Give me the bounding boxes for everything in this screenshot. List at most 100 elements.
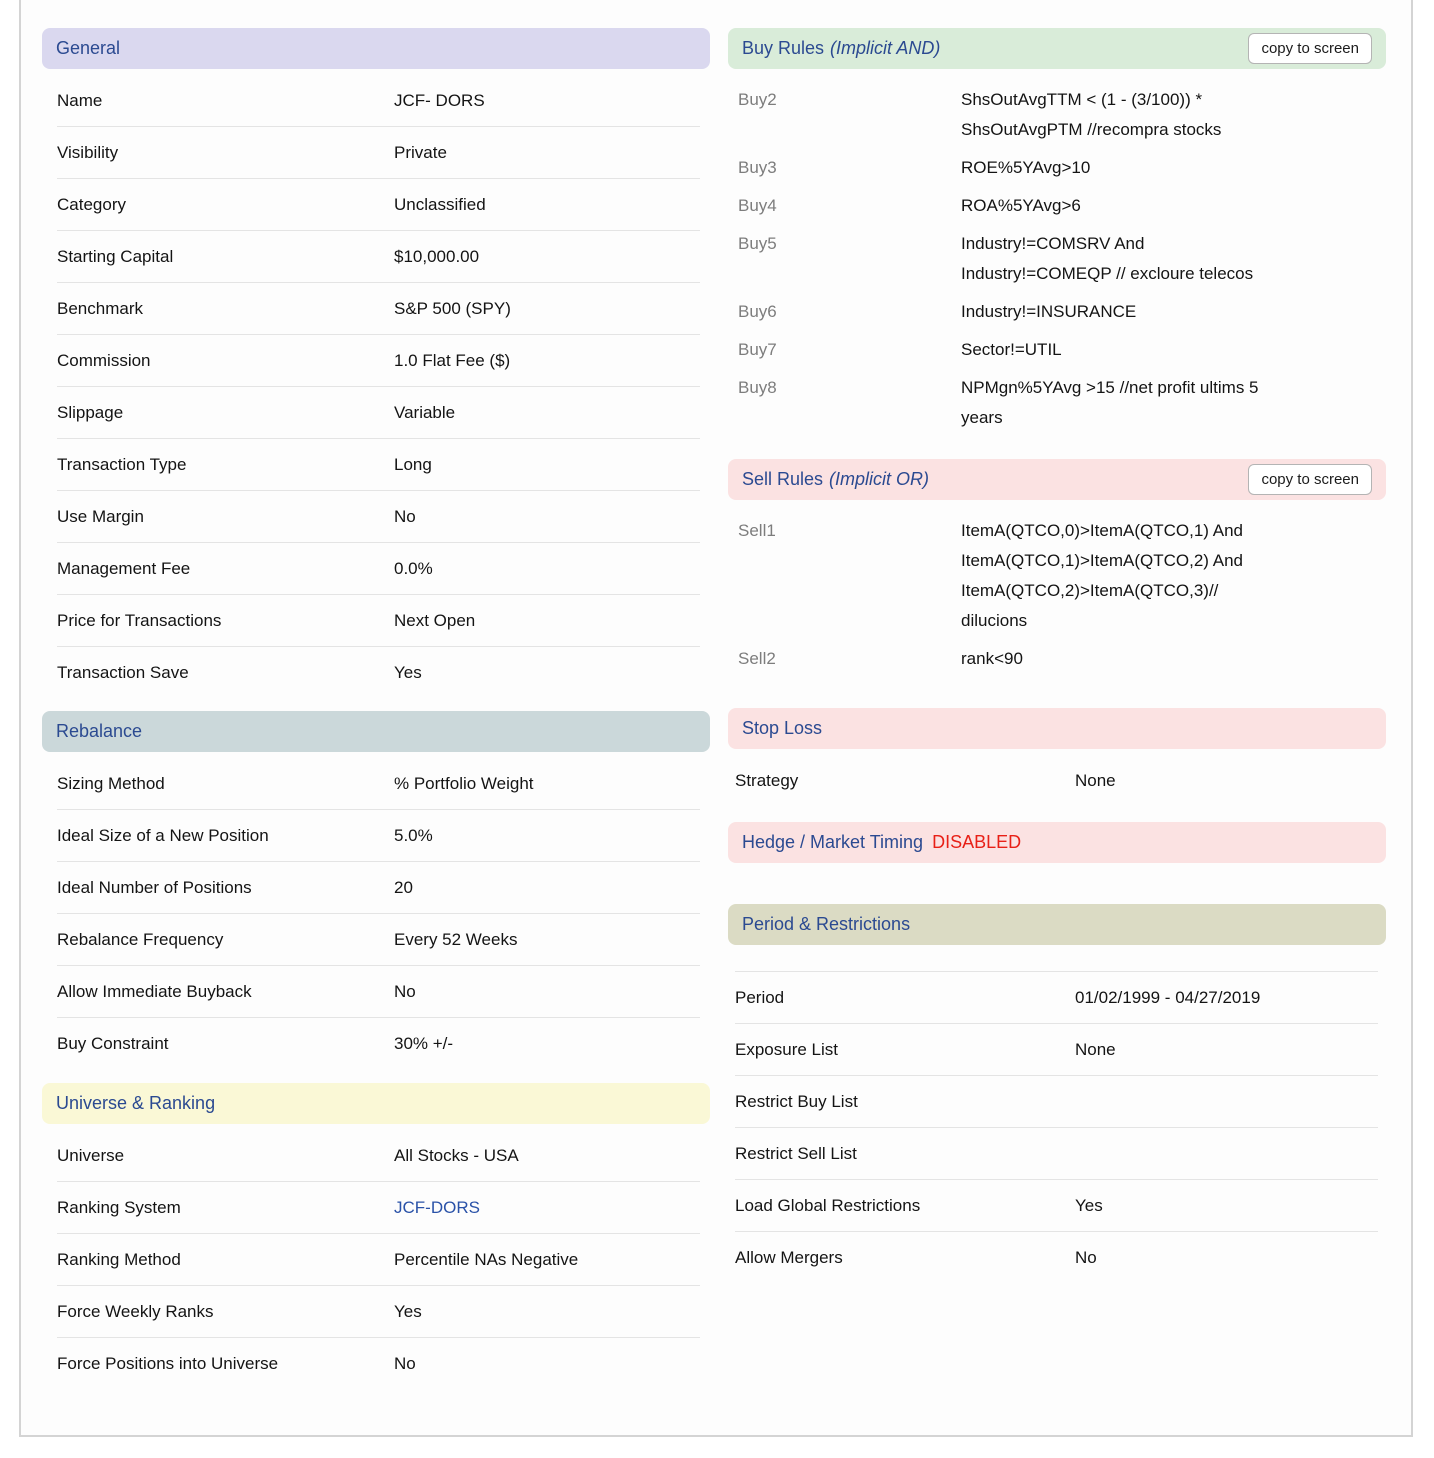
general-section-title-group: General (56, 38, 120, 59)
table-row: Ideal Size of a New Position 5.0% (57, 810, 700, 862)
hedge-market-timing-section-header: Hedge / Market Timing DISABLED (728, 822, 1386, 863)
row-value: None (1075, 771, 1116, 790)
hedge-title-group: Hedge / Market Timing DISABLED (742, 832, 1021, 853)
row-value: Unclassified (394, 194, 486, 214)
table-row: Restrict Sell List (735, 1127, 1378, 1179)
rebalance-section-title: Rebalance (56, 721, 143, 741)
row-value: S&P 500 (SPY) (394, 298, 511, 318)
table-row: Visibility Private (57, 127, 700, 179)
rule-value: Sector!=UTIL (961, 340, 1062, 359)
copy-to-screen-button[interactable]: copy to screen (1248, 33, 1372, 64)
row-label: Universe (57, 1145, 125, 1165)
stop-loss-table: Strategy None (728, 755, 1386, 807)
row-label: Period (735, 987, 785, 1007)
hedge-disabled-badge: DISABLED (932, 832, 1022, 852)
sell-rules-list: Sell1 ItemA(QTCO,0)>ItemA(QTCO,1) And It… (728, 512, 1386, 678)
buy-rules-section-subtitle: (Implicit AND) (830, 38, 941, 58)
row-label: Buy Constraint (57, 1034, 169, 1053)
rule-row: Buy4 ROA%5YAvg>6 (728, 187, 1386, 225)
table-row: Transaction Save Yes (57, 647, 700, 699)
rule-value: ROA%5YAvg>6 (961, 196, 1081, 215)
row-value: No (1075, 1247, 1097, 1267)
table-row: Rebalance Frequency Every 52 Weeks (57, 914, 700, 966)
rebalance-table: Sizing Method % Portfolio Weight Ideal S… (42, 758, 710, 1070)
row-label: Exposure List (735, 1039, 838, 1059)
row-label: Price for Transactions (57, 610, 222, 630)
stop-loss-title-group: Stop Loss (742, 718, 822, 739)
rule-name: Buy4 (738, 196, 777, 215)
table-row: Force Positions into Universe No (57, 1338, 700, 1390)
buy-rules-title-group: Buy Rules (Implicit AND) (742, 38, 940, 59)
row-label: Transaction Save (57, 663, 189, 682)
row-label: Management Fee (57, 558, 191, 578)
table-row: Transaction Type Long (57, 439, 700, 491)
row-label: Starting Capital (57, 246, 174, 266)
row-label: Ideal Number of Positions (57, 877, 252, 897)
table-row: Management Fee 0.0% (57, 543, 700, 595)
row-label: Restrict Sell List (735, 1143, 857, 1163)
table-row: Use Margin No (57, 491, 700, 543)
table-row: Load Global Restrictions Yes (735, 1179, 1378, 1231)
rule-row: Buy5 Industry!=COMSRV And Industry!=COME… (728, 225, 1386, 293)
row-value: 30% +/- (394, 1034, 454, 1053)
row-value: None (1075, 1039, 1116, 1059)
table-row: Buy Constraint 30% +/- (57, 1018, 700, 1070)
row-value: Next Open (394, 610, 476, 630)
buy-rules-section-title: Buy Rules (742, 38, 825, 58)
rule-name: Buy8 (738, 378, 777, 397)
rule-name: Buy3 (738, 158, 777, 177)
buy-rules-section-header: Buy Rules (Implicit AND) copy to screen (728, 28, 1386, 69)
rule-name: Buy2 (738, 90, 777, 109)
table-row: Sizing Method % Portfolio Weight (57, 758, 700, 810)
table-row: Ranking Method Percentile NAs Negative (57, 1234, 700, 1286)
period-restrictions-table: Period 01/02/1999 - 04/27/2019 Exposure … (728, 971, 1386, 1283)
rule-row: Sell1 ItemA(QTCO,0)>ItemA(QTCO,1) And It… (728, 512, 1386, 640)
row-value: No (394, 981, 416, 1001)
row-value: Private (394, 142, 447, 162)
row-value: 1.0 Flat Fee ($) (394, 350, 511, 370)
table-row: Slippage Variable (57, 387, 700, 439)
rule-name: Sell2 (738, 649, 776, 668)
row-label: Use Margin (57, 506, 144, 526)
row-value: JCF- DORS (394, 90, 485, 110)
row-value: Yes (1075, 1195, 1103, 1215)
rebalance-section-header: Rebalance (42, 711, 710, 752)
row-label: Name (57, 90, 103, 110)
table-row: Ideal Number of Positions 20 (57, 862, 700, 914)
right-column: Buy Rules (Implicit AND) copy to screen … (728, 28, 1386, 1390)
rebalance-section-title-group: Rebalance (56, 721, 142, 742)
row-label: Restrict Buy List (735, 1091, 858, 1111)
rule-row: Buy7 Sector!=UTIL (728, 331, 1386, 369)
row-value: Long (394, 454, 432, 474)
rule-row: Buy3 ROE%5YAvg>10 (728, 149, 1386, 187)
rule-name: Buy5 (738, 234, 777, 253)
row-label: Slippage (57, 402, 124, 422)
copy-to-screen-button[interactable]: copy to screen (1248, 464, 1372, 495)
period-restrictions-section-header: Period & Restrictions (728, 904, 1386, 945)
two-column-layout: General Name JCF- DORS Visibility Privat… (21, 0, 1411, 1390)
rule-value: rank<90 (961, 649, 1023, 668)
row-label: Strategy (735, 771, 799, 790)
row-label: Force Positions into Universe (57, 1354, 279, 1373)
ranking-system-link[interactable]: JCF-DORS (394, 1197, 480, 1217)
row-value: 01/02/1999 - 04/27/2019 (1075, 987, 1261, 1007)
row-value: No (394, 1354, 416, 1373)
stop-loss-section-title: Stop Loss (742, 718, 823, 738)
rule-row: Buy8 NPMgn%5YAvg >15 //net profit ultims… (728, 369, 1386, 437)
row-value: 5.0% (394, 825, 433, 845)
row-label: Sizing Method (57, 773, 165, 793)
row-value: % Portfolio Weight (394, 773, 534, 793)
sell-rules-title-group: Sell Rules (Implicit OR) (742, 469, 929, 490)
row-label: Allow Immediate Buyback (57, 981, 252, 1001)
rule-value: ItemA(QTCO,0)>ItemA(QTCO,1) And ItemA(QT… (961, 521, 1243, 630)
row-label: Load Global Restrictions (735, 1195, 921, 1215)
table-row: Benchmark S&P 500 (SPY) (57, 283, 700, 335)
table-row: Restrict Buy List (735, 1075, 1378, 1127)
table-row: Strategy None (735, 755, 1378, 807)
hedge-section-title: Hedge / Market Timing (742, 832, 924, 852)
rule-row: Buy2 ShsOutAvgTTM < (1 - (3/100)) * ShsO… (728, 81, 1386, 149)
row-label: Ranking Method (57, 1249, 181, 1269)
universe-ranking-section-header: Universe & Ranking (42, 1083, 710, 1124)
rule-name: Sell1 (738, 521, 776, 540)
table-row: Commission 1.0 Flat Fee ($) (57, 335, 700, 387)
